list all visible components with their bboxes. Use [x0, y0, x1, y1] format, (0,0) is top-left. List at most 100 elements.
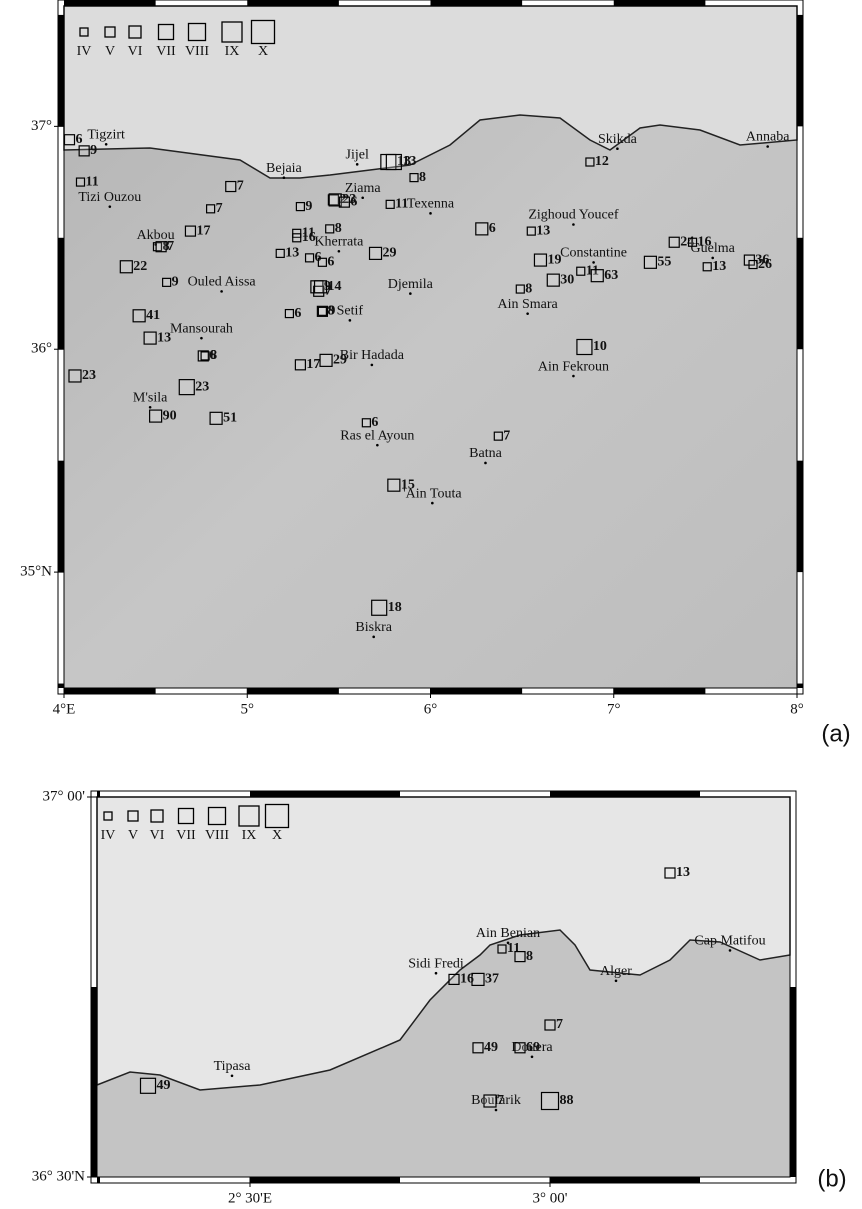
site-count: 13: [402, 154, 416, 169]
site-count: 16: [302, 230, 316, 245]
intensity-square: [320, 354, 332, 366]
site-count: 88: [560, 1093, 574, 1108]
site-count: 22: [133, 259, 147, 274]
site-count: 6: [75, 132, 82, 147]
intensity-square: [545, 1020, 555, 1030]
site-count: 7: [497, 1093, 504, 1108]
place-dot: [231, 1075, 234, 1078]
site-count: 69: [526, 1040, 540, 1055]
y-tick-label: 36°: [31, 341, 52, 357]
site-count: 63: [604, 268, 618, 283]
place-name: Annaba: [746, 130, 790, 145]
place-dot: [372, 636, 375, 639]
x-tick-label: 8°: [790, 701, 804, 717]
place-name: Ain Benian: [476, 926, 540, 941]
place-dot: [495, 1109, 498, 1112]
y-tick-label: 36° 30'N: [32, 1168, 85, 1184]
place-name: Djemila: [388, 277, 434, 292]
legend-label: V: [105, 44, 115, 59]
site-count: 9: [305, 199, 312, 214]
frame-bar: [431, 0, 523, 6]
site-count: 6: [489, 221, 496, 236]
intensity-square: [76, 178, 84, 186]
site-count: 19: [547, 252, 561, 267]
intensity-square: [547, 274, 559, 286]
site-count: 7: [237, 179, 244, 194]
intensity-square: [527, 227, 535, 235]
place-dot: [149, 406, 152, 409]
site-count: 13: [536, 223, 550, 238]
frame-bar: [97, 1177, 100, 1183]
legend-label: X: [258, 44, 268, 59]
site-count: 8: [210, 348, 217, 363]
frame-bar: [431, 688, 523, 694]
site-count: 7: [167, 239, 174, 254]
place-name: Ain Smara: [497, 297, 558, 312]
place-name: Tigzirt: [87, 127, 125, 142]
site-count: 30: [560, 272, 574, 287]
site-count: 7: [503, 428, 510, 443]
site-count: 17: [196, 223, 210, 238]
site-count: 8: [419, 170, 426, 185]
intensity-square: [318, 307, 326, 315]
site-count: 7: [216, 201, 223, 216]
intensity-square: [577, 340, 592, 355]
place-dot: [435, 972, 438, 975]
intensity-square: [306, 254, 314, 262]
site-count: 12: [595, 154, 609, 169]
place-name: Zighoud Youcef: [528, 208, 619, 223]
intensity-square: [141, 1078, 156, 1093]
frame-bar: [58, 461, 64, 572]
site-count: 13: [676, 865, 690, 880]
place-name: Kherrata: [314, 234, 364, 249]
place-dot: [572, 375, 575, 378]
y-tick-label: 35°N: [20, 564, 52, 580]
site-count: 8: [525, 281, 532, 296]
place-dot: [615, 980, 618, 983]
intensity-square: [577, 267, 585, 275]
place-dot: [371, 364, 374, 367]
frame-bar: [797, 684, 803, 688]
intensity-square: [150, 410, 162, 422]
intensity-square: [372, 600, 387, 615]
place-name: Batna: [469, 446, 502, 461]
site-count: 41: [146, 308, 160, 323]
legend-label: VI: [128, 44, 143, 59]
place-name: Biskra: [355, 620, 392, 635]
legend-label: VI: [150, 828, 165, 843]
site-count: 49: [157, 1078, 171, 1093]
place-name: Texenna: [407, 197, 455, 212]
legend-label: VII: [176, 828, 196, 843]
place-name: Tipasa: [214, 1059, 252, 1074]
place-dot: [572, 223, 575, 226]
place-dot: [616, 147, 619, 150]
intensity-square: [472, 973, 484, 985]
x-tick-label: 5°: [241, 701, 255, 717]
frame-bar: [58, 15, 64, 126]
site-count: 51: [223, 411, 237, 426]
frame-bar: [614, 0, 706, 6]
frame-bar: [797, 238, 803, 349]
place-name: Tizi Ouzou: [78, 190, 141, 205]
site-count: 18: [388, 600, 402, 615]
legend-label: VIII: [185, 44, 209, 59]
frame-bar: [91, 987, 97, 1177]
site-count: 9: [172, 275, 179, 290]
place-dot: [338, 250, 341, 253]
intensity-square: [498, 945, 506, 953]
legend-label: IV: [77, 44, 92, 59]
site-count: 49: [484, 1040, 498, 1055]
intensity-square: [296, 203, 304, 211]
y-tick-label: 37° 00': [43, 788, 86, 804]
legend-label: V: [128, 828, 138, 843]
place-name: Cap Matifou: [694, 934, 765, 949]
site-count: 29: [333, 353, 347, 368]
place-name: Ras el Ayoun: [340, 428, 414, 443]
site-count: 8: [327, 304, 334, 319]
site-count: 10: [593, 339, 607, 354]
intensity-square: [185, 226, 195, 236]
panel-label: (b): [817, 1165, 846, 1192]
intensity-square: [476, 223, 488, 235]
intensity-square: [542, 1093, 559, 1110]
intensity-square: [210, 412, 222, 424]
